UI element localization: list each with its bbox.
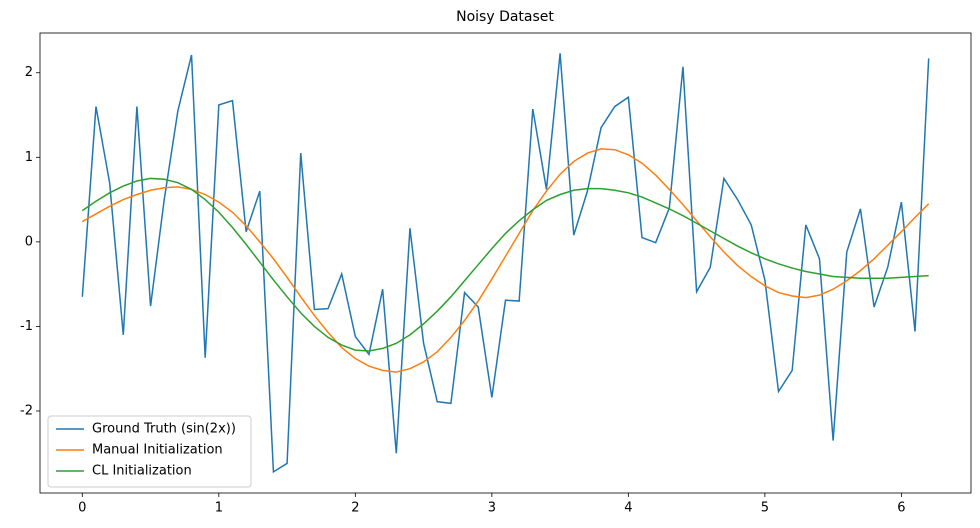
axes-frame [39, 32, 972, 494]
x-tick-label: 5 [761, 501, 769, 516]
x-tick-label: 0 [78, 501, 86, 516]
x-tick-label: 1 [215, 501, 223, 516]
x-tick-label: 2 [351, 501, 359, 516]
y-tick-label: 0 [25, 234, 33, 249]
x-tick-label: 6 [897, 501, 905, 516]
legend-box [47, 415, 252, 488]
x-tick-label: 4 [624, 501, 632, 516]
legend-label: Ground Truth (sin(2x)) [92, 422, 236, 437]
series-line [81, 177, 929, 352]
y-tick-label: 2 [25, 65, 33, 80]
y-tick-label: 1 [25, 150, 33, 165]
series-line [81, 148, 930, 373]
y-tick-label: -1 [20, 319, 33, 334]
legend-label: Manual Initialization [92, 443, 223, 458]
y-tick-label: -2 [20, 403, 33, 418]
series-line [81, 53, 930, 474]
legend-label: CL Initialization [92, 464, 192, 479]
chart-title: Noisy Dataset [456, 9, 554, 25]
legend: Ground Truth (sin(2x)) Manual Initializat… [47, 415, 252, 488]
x-tick-label: 3 [488, 501, 496, 516]
